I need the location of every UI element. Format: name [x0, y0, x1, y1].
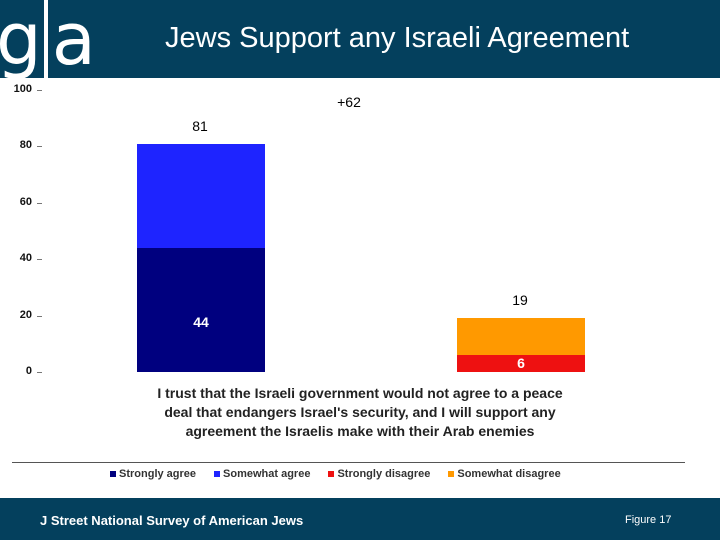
caption-line-2: deal that endangers Israel's security, a… [164, 404, 556, 420]
legend-item-strongly-agree: Strongly agree [110, 468, 196, 480]
legend-swatch [214, 471, 221, 477]
bar-total-label: 19 [512, 292, 528, 309]
bar-segment-strongly-agree [137, 247, 265, 372]
legend-item-strongly-disagree: Strongly disagree [328, 468, 430, 480]
y-tick-mark [37, 146, 42, 148]
caption-line-1: I trust that the Israeli government woul… [157, 385, 563, 401]
y-tick-label: 60 [19, 195, 32, 208]
segment-value-label: 6 [517, 354, 525, 371]
footer-banner: J Street National Survey of American Jew… [0, 498, 720, 540]
stacked-bar-chart: 0 20 40 60 80 100 81 19 44 6 +62 [0, 80, 720, 380]
logo-letter-left: g [0, 0, 42, 78]
chart-caption: I trust that the Israeli government woul… [110, 384, 610, 441]
bar-segment-strongly-disagree [457, 355, 585, 372]
logo-letter-right: a [51, 0, 96, 78]
y-tick-label: 20 [19, 308, 32, 321]
y-tick-label: 40 [19, 252, 32, 265]
legend-swatch [448, 471, 455, 477]
bar-segment-somewhat-agree [137, 143, 265, 248]
legend-label: Strongly disagree [337, 468, 431, 480]
y-tick-label: 0 [25, 365, 32, 377]
legend-item-somewhat-agree: Somewhat agree [214, 468, 310, 480]
legend-label: Somewhat agree [223, 468, 311, 480]
difference-annotation: +62 [337, 94, 361, 110]
legend-swatch [328, 471, 335, 477]
legend-label: Somewhat disagree [457, 468, 561, 480]
y-tick-mark [37, 202, 42, 204]
segment-value-label: 44 [193, 313, 209, 330]
logo-divider [43, 0, 48, 78]
y-tick-mark [37, 259, 42, 261]
chart-legend: Strongly agree Somewhat agree Strongly dis… [110, 468, 561, 480]
caption-line-3: agreement the Israelis make with their A… [185, 423, 535, 439]
legend-divider [12, 462, 685, 463]
legend-item-somewhat-disagree: Somewhat disagree [448, 468, 561, 480]
legend-label: Strongly agree [119, 468, 197, 480]
y-tick-mark [37, 315, 42, 317]
legend-swatch [110, 471, 116, 477]
footer-figure-number: Figure 17 [625, 514, 672, 526]
y-tick-label: 80 [19, 139, 32, 152]
y-tick-label: 100 [13, 83, 32, 95]
y-tick-mark [37, 90, 42, 91]
bar-total-label: 81 [192, 117, 208, 134]
footer-survey-title: J Street National Survey of American Jew… [40, 513, 304, 528]
page-title: Jews Support any Israeli Agreement [165, 22, 630, 54]
bar-segment-somewhat-disagree [457, 318, 585, 356]
y-tick-mark [37, 372, 42, 373]
